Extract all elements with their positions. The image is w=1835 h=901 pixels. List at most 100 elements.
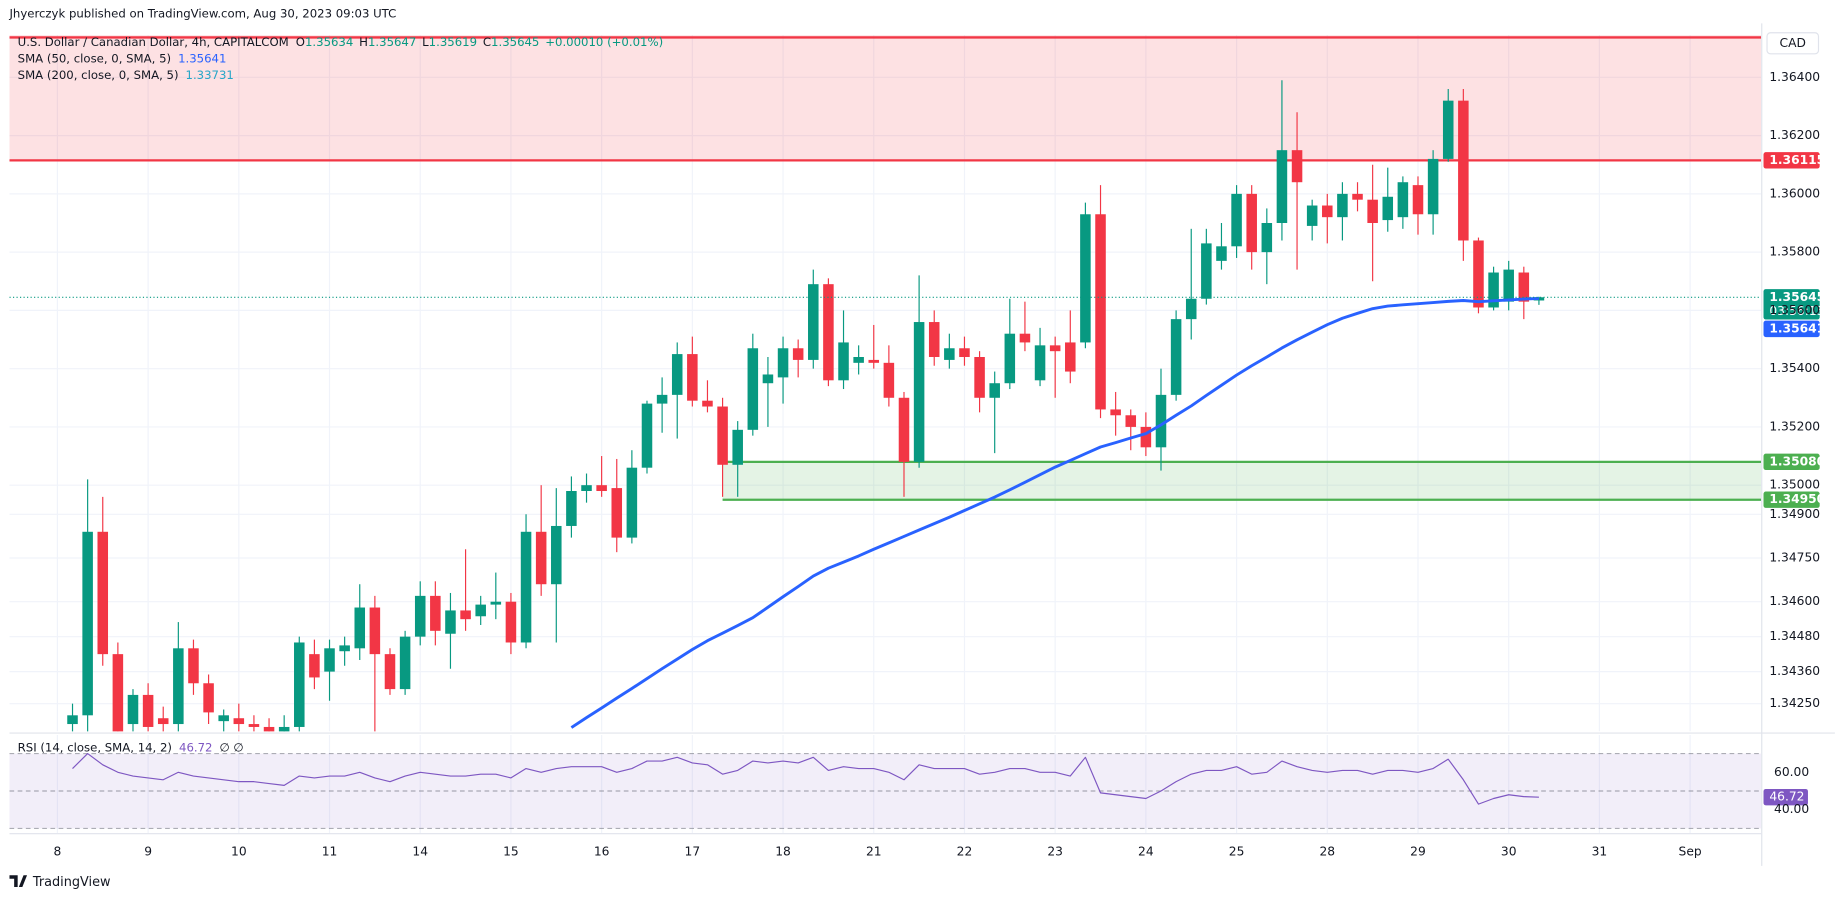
- candle-body: [142, 694, 154, 727]
- x-tick-label: 21: [866, 844, 882, 858]
- y-tick-label: 1.35600: [1769, 303, 1820, 317]
- candle-body: [112, 654, 124, 732]
- candle-body: [1322, 205, 1333, 218]
- candle-body: [203, 683, 214, 713]
- x-tick-label: 14: [412, 844, 428, 858]
- candle-body: [974, 356, 985, 398]
- line-series: [570, 296, 1539, 729]
- support-label-box: [1763, 453, 1820, 471]
- x-tick-label: 29: [1410, 844, 1426, 858]
- candle-body: [173, 648, 184, 725]
- candle-body: [732, 429, 743, 465]
- candle-body: [913, 322, 925, 462]
- candle-body: [1049, 345, 1061, 352]
- candle-body: [1276, 150, 1288, 223]
- x-tick-label: 16: [594, 844, 610, 858]
- candle-body: [1442, 100, 1454, 159]
- legend-item: O: [296, 35, 305, 49]
- rsi-tick-label: 40.00: [1774, 802, 1809, 816]
- candle-body: [1261, 222, 1273, 253]
- legend-item: 1.35645: [491, 35, 539, 49]
- rsi-pane: [9, 734, 1762, 834]
- y-tick-label: 1.35400: [1769, 361, 1820, 375]
- candle-body: [1216, 246, 1227, 261]
- candle-body: [611, 488, 623, 538]
- candle-body: [1382, 196, 1394, 221]
- candle-body: [520, 531, 532, 643]
- candle-body: [823, 284, 834, 381]
- candle-body: [1458, 100, 1469, 241]
- y-tick-label: 1.35800: [1769, 245, 1820, 259]
- y-tick-label: 1.36200: [1769, 128, 1820, 142]
- candle-body: [67, 715, 78, 725]
- y-tick-label: 1.35200: [1769, 419, 1820, 433]
- legend-item: U.S. Dollar / Canadian Dollar, 4h, CAPIT…: [18, 35, 289, 49]
- candle-body: [278, 726, 290, 732]
- header: Jhyerczyk published on TradingView.com, …: [8, 7, 396, 21]
- last-price-label: 1.35645: [1769, 290, 1825, 304]
- legend-item: SMA (200, close, 0, SMA, 5): [18, 67, 179, 81]
- candle-body: [414, 595, 426, 637]
- candle-body: [399, 636, 411, 690]
- candle-body: [1488, 272, 1499, 308]
- legend-item: 1.35647: [368, 35, 416, 49]
- logo-mark: [9, 875, 28, 887]
- legend-item: 1.35634: [305, 35, 353, 49]
- candle-body: [445, 610, 456, 634]
- y-tick-label: 1.36400: [1769, 70, 1820, 84]
- candle-body: [1155, 394, 1167, 448]
- candle-body: [1337, 193, 1348, 218]
- candle-body: [1291, 150, 1303, 183]
- candle-body: [1352, 193, 1363, 200]
- candle-body: [294, 642, 305, 727]
- y-tick-label: 1.34750: [1769, 551, 1820, 565]
- candle-body: [1110, 409, 1121, 416]
- legend-item: ∅ ∅: [220, 740, 244, 754]
- candle-body: [354, 607, 366, 649]
- legend-item: H: [359, 35, 368, 49]
- legend: RSI (14, close, SMA, 14, 2) 46.72 ∅ ∅: [18, 740, 244, 754]
- candle-body: [505, 601, 517, 643]
- x-tick-label: 23: [1047, 844, 1063, 858]
- legend-item: SMA (50, close, 0, SMA, 5): [18, 51, 171, 65]
- support-label-box: [1763, 491, 1820, 508]
- candle-body: [339, 645, 350, 652]
- candle-body: [309, 654, 320, 678]
- y-tick-label: 1.34480: [1769, 629, 1820, 643]
- sma-label: 1.35641: [1769, 321, 1825, 335]
- rsi-label-box: [1763, 788, 1808, 806]
- candle-body: [188, 648, 199, 684]
- candle-body: [157, 718, 169, 725]
- candle-body: [1503, 269, 1514, 302]
- x-tick-label: 25: [1229, 844, 1245, 858]
- candle-body: [671, 354, 683, 395]
- x-tick-label: 15: [503, 844, 519, 858]
- candle-body: [218, 715, 229, 722]
- candle-body: [97, 531, 109, 655]
- legend-item: 1.35619: [429, 35, 477, 49]
- x-tick-label: 8: [53, 844, 61, 858]
- x-tick-label: 31: [1592, 844, 1608, 858]
- y-tick-label: 1.35000: [1769, 478, 1820, 492]
- candle-body: [762, 374, 774, 384]
- rsi-tick-label: 60.00: [1774, 765, 1809, 779]
- x-tick-label: 11: [322, 844, 338, 858]
- legend-item: +0.00010 (+0.01%): [545, 35, 663, 49]
- candle-body: [1095, 214, 1106, 410]
- candle-body: [656, 394, 668, 404]
- candle-body: [475, 604, 486, 617]
- candle-body: [551, 525, 562, 585]
- candle-body: [384, 654, 396, 690]
- candle-body: [1140, 426, 1152, 448]
- x-tick-label: Sep: [1679, 844, 1702, 858]
- candle-body: [868, 359, 880, 363]
- candle-body: [1397, 182, 1409, 218]
- legend-item: C: [483, 35, 491, 49]
- x-tick-label: 10: [231, 844, 247, 858]
- support-zone: [722, 461, 1762, 500]
- legend: SMA (200, close, 0, SMA, 5) 1.33731: [18, 67, 234, 81]
- candle-body: [928, 322, 940, 357]
- candle-body: [566, 491, 577, 526]
- x-tick-label: 17: [685, 844, 701, 858]
